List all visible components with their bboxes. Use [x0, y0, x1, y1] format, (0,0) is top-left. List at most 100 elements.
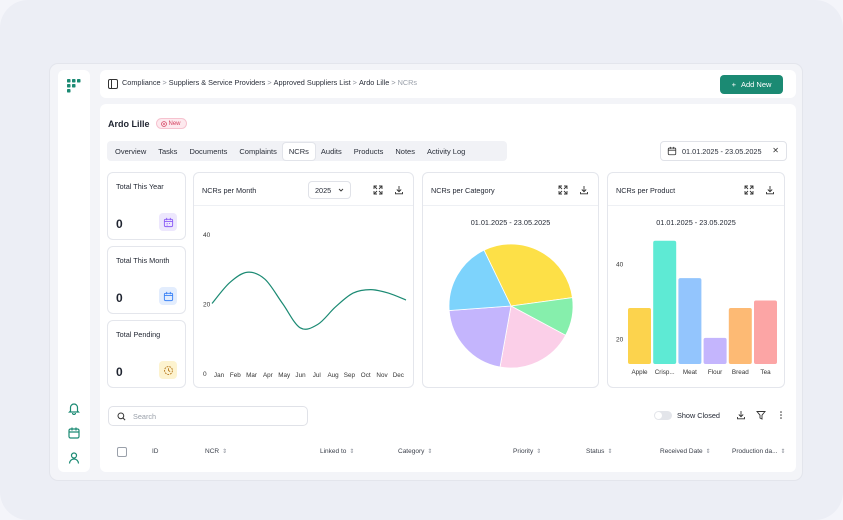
pie-slice[interactable]: [483, 243, 573, 307]
bar[interactable]: [728, 308, 752, 364]
column-header[interactable]: Priority ⇕: [513, 448, 541, 455]
badge-circle-icon: [160, 120, 167, 127]
search-placeholder: Search: [133, 411, 157, 421]
x-tick-label: May: [278, 372, 291, 379]
x-tick-label: Sep: [344, 372, 356, 379]
breadcrumb-suppliers[interactable]: Suppliers & Service Providers: [168, 78, 266, 87]
expand-icon[interactable]: [744, 185, 754, 195]
bar[interactable]: [754, 300, 777, 364]
table-tools: Show Closed: [654, 410, 786, 420]
pie-slice[interactable]: [448, 249, 512, 311]
download-icon[interactable]: [394, 185, 404, 195]
year-select[interactable]: 2025: [308, 181, 351, 199]
filter-icon[interactable]: [756, 410, 766, 420]
column-header[interactable]: Received Date ⇕: [660, 448, 711, 455]
column-header-label: Status: [586, 448, 605, 455]
pie-slice[interactable]: [448, 305, 512, 368]
tab-complaints[interactable]: Complaints: [239, 146, 277, 156]
x-tick-label: Jul: [313, 372, 321, 379]
select-all-checkbox[interactable]: [117, 447, 127, 457]
download-icon[interactable]: [579, 185, 589, 195]
search-input[interactable]: Search: [108, 406, 308, 426]
breadcrumb-compliance[interactable]: Compliance: [122, 78, 161, 87]
download-icon[interactable]: [736, 410, 746, 420]
date-range-filter[interactable]: 01.01.2025 - 23.05.2025 ✕: [660, 141, 787, 161]
bar[interactable]: [653, 240, 677, 364]
app-window: Compliance > Suppliers & Service Provide…: [50, 64, 802, 480]
ncr-product-range: 01.01.2025 - 23.05.2025: [656, 218, 736, 227]
column-header-label: Priority: [513, 448, 534, 455]
stat-card-total-this-month: Total This Month 0: [107, 246, 186, 314]
sidebar-toggle-icon[interactable]: [107, 78, 119, 90]
bar[interactable]: [678, 278, 702, 364]
chevron-down-icon: [338, 188, 344, 192]
column-header[interactable]: NCR ⇕: [205, 448, 227, 455]
plus-icon: +: [731, 80, 736, 89]
y-tick-label: 40: [203, 232, 211, 239]
x-tick-label: Feb: [230, 372, 241, 379]
more-vertical-icon[interactable]: [776, 410, 786, 420]
chart-tools: [558, 185, 589, 195]
app-logo[interactable]: [67, 79, 81, 93]
breadcrumb-current: NCRs: [397, 78, 418, 87]
tab-bar: Overview Tasks Documents Complaints NCRs Audi…: [107, 141, 507, 161]
tab-notes[interactable]: Notes: [395, 146, 415, 156]
column-header[interactable]: Linked to ⇕: [320, 448, 354, 455]
tab-ncrs[interactable]: NCRs: [282, 142, 315, 160]
clock-icon: [159, 361, 177, 379]
bar[interactable]: [703, 337, 727, 364]
tab-activity-log[interactable]: Activity Log: [426, 146, 466, 156]
bell-icon[interactable]: [67, 401, 81, 415]
ncr-category-chart: [448, 243, 574, 369]
breadcrumb: Compliance > Suppliers & Service Provide…: [122, 78, 417, 87]
sort-icon: ⇕: [536, 449, 542, 455]
date-range-value: 01.01.2025 - 23.05.2025: [682, 146, 762, 156]
breadcrumb-approved-list[interactable]: Approved Suppliers List: [273, 78, 351, 87]
card-divider: [194, 205, 413, 206]
main-panel: Ardo Lille New Overview Tasks Documents Com…: [100, 104, 796, 472]
column-header[interactable]: ID: [152, 448, 159, 455]
column-header[interactable]: Production da... ⇕: [732, 448, 786, 455]
clear-date-icon[interactable]: ✕: [772, 146, 779, 155]
x-tick-label: Tea: [760, 369, 771, 376]
add-new-label: Add New: [740, 80, 772, 89]
tab-tasks[interactable]: Tasks: [158, 146, 178, 156]
column-header[interactable]: Status ⇕: [586, 448, 612, 455]
breadcrumb-supplier[interactable]: Ardo Lille: [358, 78, 390, 87]
stat-label: Total This Month: [116, 256, 170, 265]
year-select-value: 2025: [315, 185, 332, 195]
x-tick-label: Jan: [214, 372, 225, 379]
x-tick-label: Mar: [246, 372, 257, 379]
calendar-days-icon: [159, 213, 177, 231]
pie-slice[interactable]: [499, 305, 567, 369]
breadcrumb-separator: >: [267, 78, 272, 87]
calendar-icon: [159, 287, 177, 305]
ncr-category-title: NCRs per Category: [431, 186, 495, 195]
show-closed-label: Show Closed: [677, 410, 720, 420]
column-header[interactable]: Category ⇕: [398, 448, 432, 455]
column-header-label: Linked to: [320, 448, 347, 455]
x-tick-label: Oct: [361, 372, 371, 379]
column-header-label: Received Date: [660, 448, 703, 455]
x-tick-label: Apple: [631, 369, 648, 376]
series-line: [211, 271, 407, 330]
download-icon[interactable]: [765, 185, 775, 195]
tab-products[interactable]: Products: [353, 146, 384, 156]
bar[interactable]: [628, 308, 651, 364]
calendar-nav-icon[interactable]: [67, 426, 81, 440]
tab-audits[interactable]: Audits: [320, 146, 342, 156]
show-closed-toggle[interactable]: [654, 410, 672, 420]
user-icon[interactable]: [67, 451, 81, 465]
search-icon: [117, 411, 126, 420]
stat-card-total-this-year: Total This Year 0: [107, 172, 186, 240]
card-divider: [423, 205, 598, 206]
tab-overview[interactable]: Overview: [115, 146, 147, 156]
add-new-button[interactable]: + Add New: [720, 75, 783, 94]
expand-icon[interactable]: [558, 185, 568, 195]
breadcrumb-separator: >: [391, 78, 396, 87]
chart-tools: [373, 185, 404, 195]
tab-documents[interactable]: Documents: [189, 146, 228, 156]
ncr-per-month-card: NCRs per Month 2025 40 20 0 Jan Feb Mar Apr May…: [193, 172, 414, 388]
expand-icon[interactable]: [373, 185, 383, 195]
